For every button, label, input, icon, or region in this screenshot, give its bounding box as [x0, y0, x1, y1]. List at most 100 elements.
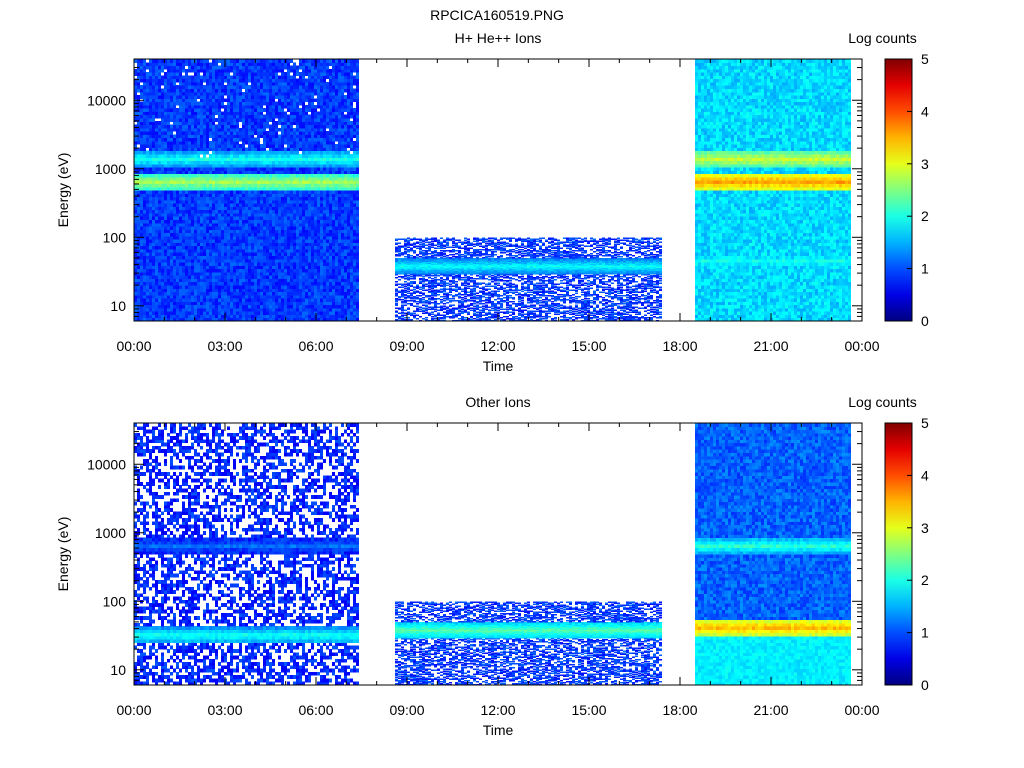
heatmap-cell — [323, 138, 326, 142]
heatmap-cell — [350, 288, 353, 292]
heatmap-cell — [242, 128, 245, 132]
heatmap-cell — [215, 298, 218, 302]
heatmap-cell — [290, 295, 293, 299]
heatmap-cell — [176, 138, 179, 142]
heatmap-cell — [269, 285, 272, 289]
heatmap-cell — [188, 229, 191, 233]
heatmap-cell — [197, 259, 200, 263]
heatmap-cell — [164, 233, 167, 237]
heatmap-cell — [161, 298, 164, 302]
heatmap-cell — [248, 125, 251, 129]
heatmap-cell — [329, 125, 332, 129]
heatmap-cell — [287, 220, 290, 224]
heatmap-cell — [203, 131, 206, 135]
heatmap-cell — [236, 177, 239, 181]
heatmap-cell — [212, 131, 215, 135]
heatmap-cell — [242, 246, 245, 250]
heatmap-cell — [278, 111, 281, 115]
heatmap-cell — [188, 111, 191, 115]
heatmap-cell — [221, 223, 224, 227]
heatmap-cell — [155, 262, 158, 266]
heatmap-cell — [140, 118, 143, 122]
heatmap-cell — [194, 125, 197, 129]
heatmap-cell — [290, 311, 293, 315]
heatmap-cell — [293, 190, 296, 194]
heatmap-cell — [233, 118, 236, 122]
heatmap-cell — [215, 239, 218, 243]
heatmap-cell — [299, 111, 302, 115]
heatmap-cell — [161, 128, 164, 132]
heatmap-cell — [209, 239, 212, 243]
heatmap-cell — [218, 128, 221, 132]
heatmap-cell — [143, 301, 146, 305]
heatmap-cell — [275, 138, 278, 142]
heatmap-cell — [224, 105, 227, 109]
heatmap-cell — [332, 151, 335, 155]
heatmap-cell — [215, 167, 218, 171]
heatmap-cell — [353, 246, 356, 250]
heatmap-cell — [323, 151, 326, 155]
heatmap-cell — [350, 138, 353, 142]
heatmap-cell — [242, 252, 245, 256]
heatmap-cell — [323, 177, 326, 181]
heatmap-cell — [302, 177, 305, 181]
heatmap-cell — [200, 229, 203, 233]
heatmap-cell — [287, 118, 290, 122]
heatmap-cell — [302, 151, 305, 155]
heatmap-cell — [212, 278, 215, 282]
heatmap-cell — [215, 111, 218, 115]
heatmap-cell — [239, 278, 242, 282]
heatmap-cell — [227, 252, 230, 256]
heatmap-cell — [275, 223, 278, 227]
heatmap-cell — [260, 118, 263, 122]
heatmap-cell — [227, 167, 230, 171]
heatmap-cell — [197, 242, 200, 246]
heatmap-cell — [329, 184, 332, 188]
heatmap-cell — [260, 164, 263, 168]
heatmap-cell — [146, 206, 149, 210]
heatmap-cell — [299, 128, 302, 132]
heatmap-cell — [230, 282, 233, 286]
heatmap-cell — [137, 131, 140, 135]
heatmap-cell — [140, 184, 143, 188]
heatmap-cell — [311, 157, 314, 161]
panels: 00:00 03:00 06:00 09:00 12:00 15:00 18:00 21:00… — [55, 30, 929, 738]
heatmap-cell — [209, 295, 212, 299]
heatmap-cell — [296, 308, 299, 312]
heatmap-cell — [284, 197, 287, 201]
heatmap-cell — [347, 111, 350, 115]
heatmap-cell — [206, 311, 209, 315]
heatmap-cell — [209, 184, 212, 188]
heatmap-cell — [278, 246, 281, 250]
heatmap-cell — [320, 301, 323, 305]
heatmap-cell — [239, 138, 242, 142]
heatmap-cell — [350, 233, 353, 237]
heatmap-cell — [287, 108, 290, 112]
heatmap-cell — [155, 256, 158, 260]
heatmap-cell — [236, 285, 239, 289]
heatmap-cell — [305, 220, 308, 224]
heatmap-cell — [284, 125, 287, 129]
heatmap-cell — [335, 220, 338, 224]
heatmap-cell — [233, 131, 236, 135]
heatmap-cell — [197, 141, 200, 145]
heatmap-cell — [167, 223, 170, 227]
heatmap-cell — [152, 259, 155, 263]
heatmap-cell — [287, 233, 290, 237]
heatmap-cell — [314, 259, 317, 263]
heatmap-cell — [353, 220, 356, 224]
heatmap-cell — [290, 197, 293, 201]
heatmap-cell — [338, 164, 341, 168]
heatmap-cell — [350, 242, 353, 246]
heatmap-cell — [296, 197, 299, 201]
heatmap-cell — [332, 239, 335, 243]
heatmap-cell — [293, 180, 296, 184]
heatmap-cell — [203, 246, 206, 250]
heatmap-cell — [218, 252, 221, 256]
heatmap-cell — [149, 285, 152, 289]
heatmap-cell — [164, 288, 167, 292]
heatmap-cell — [158, 298, 161, 302]
heatmap-cell — [158, 197, 161, 201]
heatmap-cell — [176, 151, 179, 155]
heatmap-cell — [266, 216, 269, 220]
